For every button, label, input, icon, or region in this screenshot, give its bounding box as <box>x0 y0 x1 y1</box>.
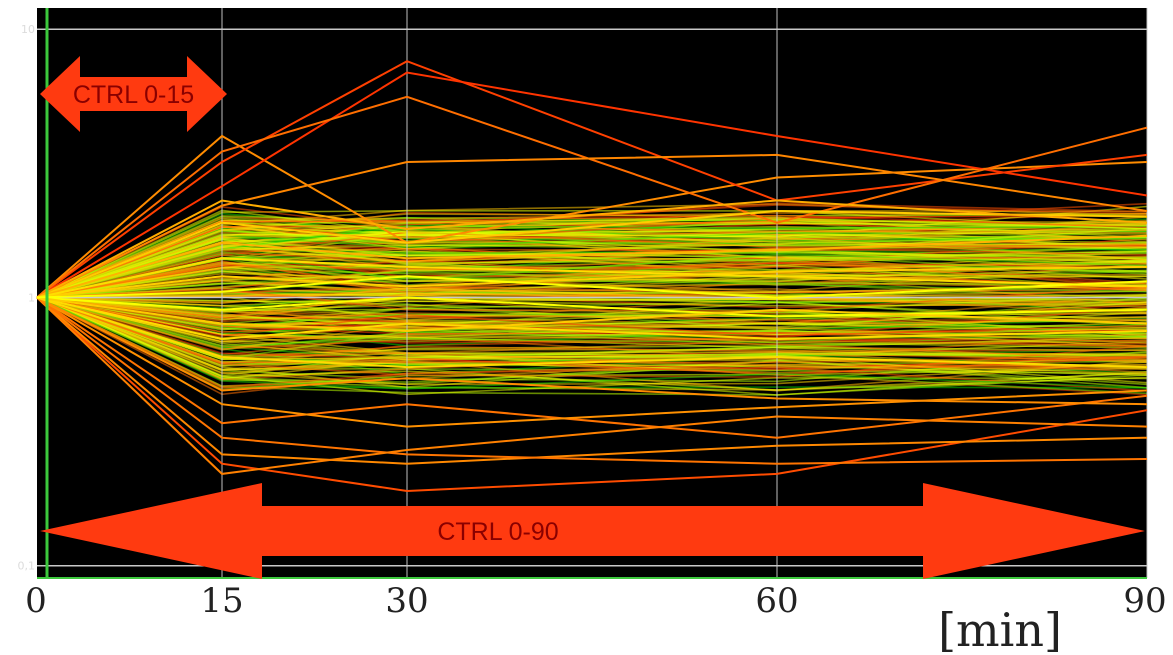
series-line <box>36 265 1148 299</box>
x-tick-label: 90 <box>1123 581 1166 621</box>
series-line <box>36 296 1148 333</box>
series-line <box>36 296 1148 493</box>
series-line <box>36 71 1148 299</box>
series-line <box>36 199 1148 299</box>
x-tick-label: 0 <box>25 581 47 621</box>
y-tick-label: 10 <box>21 23 35 36</box>
series-line <box>36 153 1148 299</box>
series-line <box>36 296 1148 406</box>
x-tick-label: 15 <box>200 581 243 621</box>
gridlines <box>37 8 1148 578</box>
arrow-ctrl-0-15 <box>40 56 227 132</box>
series-line <box>36 296 1148 465</box>
series-line <box>36 95 1148 299</box>
y-tick-label: 0,1 <box>18 560 36 573</box>
arrow-label-ctrl-0-90: CTRL 0-90 <box>437 518 558 546</box>
series-line <box>36 275 1148 299</box>
x-axis-unit-label: [min] <box>938 603 1062 655</box>
label-layer: 0 15 30 60 90 [min] <box>25 581 1166 655</box>
annotation-layer: CTRL 0-15 CTRL 0-90 <box>40 56 1145 579</box>
x-tick-label: 60 <box>755 581 798 621</box>
series-line <box>36 234 1148 299</box>
series-line <box>36 209 1148 299</box>
series-line <box>36 296 1148 428</box>
arrow-label-ctrl-0-15: CTRL 0-15 <box>73 81 194 109</box>
series-line <box>36 296 1148 465</box>
series-layer <box>36 60 1148 493</box>
axis-layer: 0,1 1 10 <box>18 8 1147 579</box>
series-line <box>36 296 1148 475</box>
arrow-ctrl-0-90 <box>40 483 1145 579</box>
series-line <box>36 60 1148 299</box>
x-tick-label: 30 <box>385 581 428 621</box>
series-line <box>36 257 1148 299</box>
series-line <box>36 296 1148 369</box>
y-tick-label: 1 <box>28 291 35 304</box>
series-line <box>36 296 1148 439</box>
series-line <box>36 296 1148 341</box>
